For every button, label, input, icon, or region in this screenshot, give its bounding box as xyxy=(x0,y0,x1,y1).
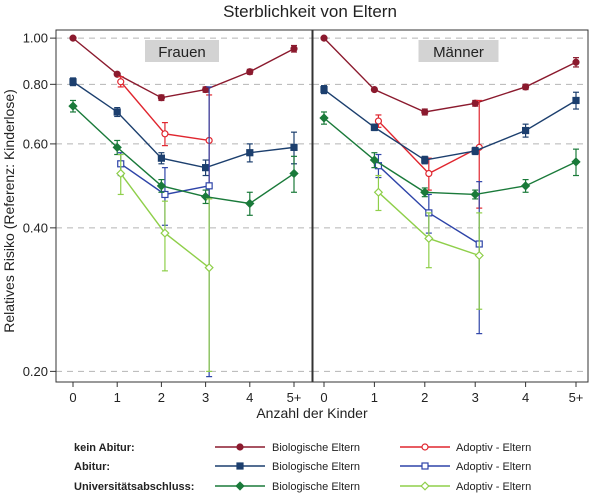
panel-label: Frauen xyxy=(158,44,206,61)
x-tick-label: 1 xyxy=(371,390,378,405)
panel-frame xyxy=(312,29,589,383)
x-axis-label: Anzahl der Kinder xyxy=(256,405,368,421)
data-point xyxy=(471,147,479,155)
legend-marker xyxy=(236,443,244,451)
legend-label: Adoptiv - Eltern xyxy=(456,461,531,473)
data-point xyxy=(425,169,433,178)
data-point xyxy=(156,181,167,191)
data-point xyxy=(320,34,328,42)
data-point xyxy=(319,113,329,123)
legend-marker xyxy=(421,443,429,451)
data-point xyxy=(68,101,78,111)
panel-frame xyxy=(55,29,313,383)
data-point xyxy=(113,108,121,116)
x-tick-label: 5+ xyxy=(287,390,302,405)
panel-label-box xyxy=(418,40,499,62)
legend-marker xyxy=(235,481,245,491)
y-tick-label: 0.60 xyxy=(23,136,48,151)
x-tick-label: 3 xyxy=(472,390,479,405)
data-point xyxy=(246,68,254,76)
data-point xyxy=(69,78,77,86)
legend-label: Adoptiv - Eltern xyxy=(456,481,531,493)
legend-marker xyxy=(420,481,430,491)
data-point xyxy=(290,143,298,151)
chart-title: Sterblichkeit von Eltern xyxy=(223,2,397,21)
series-line xyxy=(323,37,577,113)
data-point xyxy=(521,83,530,91)
data-point xyxy=(290,45,298,53)
data-point xyxy=(161,190,169,199)
data-point xyxy=(205,182,213,190)
data-point xyxy=(161,130,169,138)
data-point xyxy=(204,263,214,273)
legend-marker xyxy=(421,462,429,470)
data-point xyxy=(157,154,165,162)
data-point xyxy=(370,123,378,131)
data-point xyxy=(157,94,165,102)
data-point xyxy=(421,108,429,116)
data-point xyxy=(571,157,581,167)
series-line xyxy=(72,37,295,99)
data-point xyxy=(117,78,125,86)
data-point xyxy=(373,187,384,197)
legend-label: Biologische Eltern xyxy=(272,461,360,473)
y-tick-label: 1.00 xyxy=(23,31,48,46)
data-point xyxy=(521,126,530,135)
x-tick-label: 0 xyxy=(69,390,76,405)
x-tick-label: 3 xyxy=(202,390,209,405)
data-point xyxy=(520,181,531,191)
legend-label: Adoptiv - Eltern xyxy=(456,442,531,454)
x-tick-label: 4 xyxy=(246,390,253,405)
x-tick-label: 4 xyxy=(522,390,529,405)
legend: kein Abitur: Biologische Eltern Adoptiv - … xyxy=(74,442,531,493)
plot-area: 0.20 0.40 0.60 0.80 1.00 0 1 2 3 4 5+ Frauen 0 1 2 3 4 5+… xyxy=(23,29,589,405)
legend-group-label: Abitur: xyxy=(74,461,110,473)
data-point xyxy=(69,34,77,42)
series-line xyxy=(72,105,295,205)
data-point xyxy=(572,58,580,66)
data-point xyxy=(369,155,380,165)
data-point xyxy=(202,164,210,172)
panel-label: Männer xyxy=(433,44,484,61)
data-point xyxy=(160,228,170,238)
y-axis-label: Relatives Risiko (Referenz: Kinderlose) xyxy=(1,89,17,333)
data-point xyxy=(113,70,121,78)
data-point xyxy=(289,168,299,179)
data-point xyxy=(374,117,383,125)
panel-label-box xyxy=(145,40,219,62)
data-point xyxy=(420,187,430,197)
data-point xyxy=(424,233,434,244)
series-line xyxy=(323,89,577,161)
data-point xyxy=(572,96,580,105)
y-tick-label: 0.40 xyxy=(23,220,48,235)
data-point xyxy=(474,250,484,261)
legend-marker xyxy=(236,462,244,470)
y-tick-label: 0.20 xyxy=(23,364,48,379)
x-tick-label: 2 xyxy=(158,390,165,405)
data-point xyxy=(471,99,479,107)
data-point xyxy=(320,85,328,94)
series-line xyxy=(323,117,577,196)
data-point xyxy=(246,149,254,157)
x-tick-label: 0 xyxy=(320,390,327,405)
legend-group-label: kein Abitur: xyxy=(74,442,135,454)
data-point xyxy=(245,198,255,209)
series-line xyxy=(72,81,295,169)
data-point xyxy=(116,168,126,179)
data-point xyxy=(112,142,122,153)
data-point xyxy=(470,189,480,200)
legend-label: Biologische Eltern xyxy=(272,481,360,493)
x-tick-label: 5+ xyxy=(569,390,584,405)
legend-label: Biologische Eltern xyxy=(272,442,360,454)
y-tick-label: 0.80 xyxy=(23,77,48,92)
x-tick-label: 1 xyxy=(114,390,121,405)
legend-group-label: Universitätsabschluss: xyxy=(74,481,194,493)
x-tick-label: 2 xyxy=(421,390,428,405)
data-point xyxy=(370,85,378,94)
data-point xyxy=(421,156,429,164)
